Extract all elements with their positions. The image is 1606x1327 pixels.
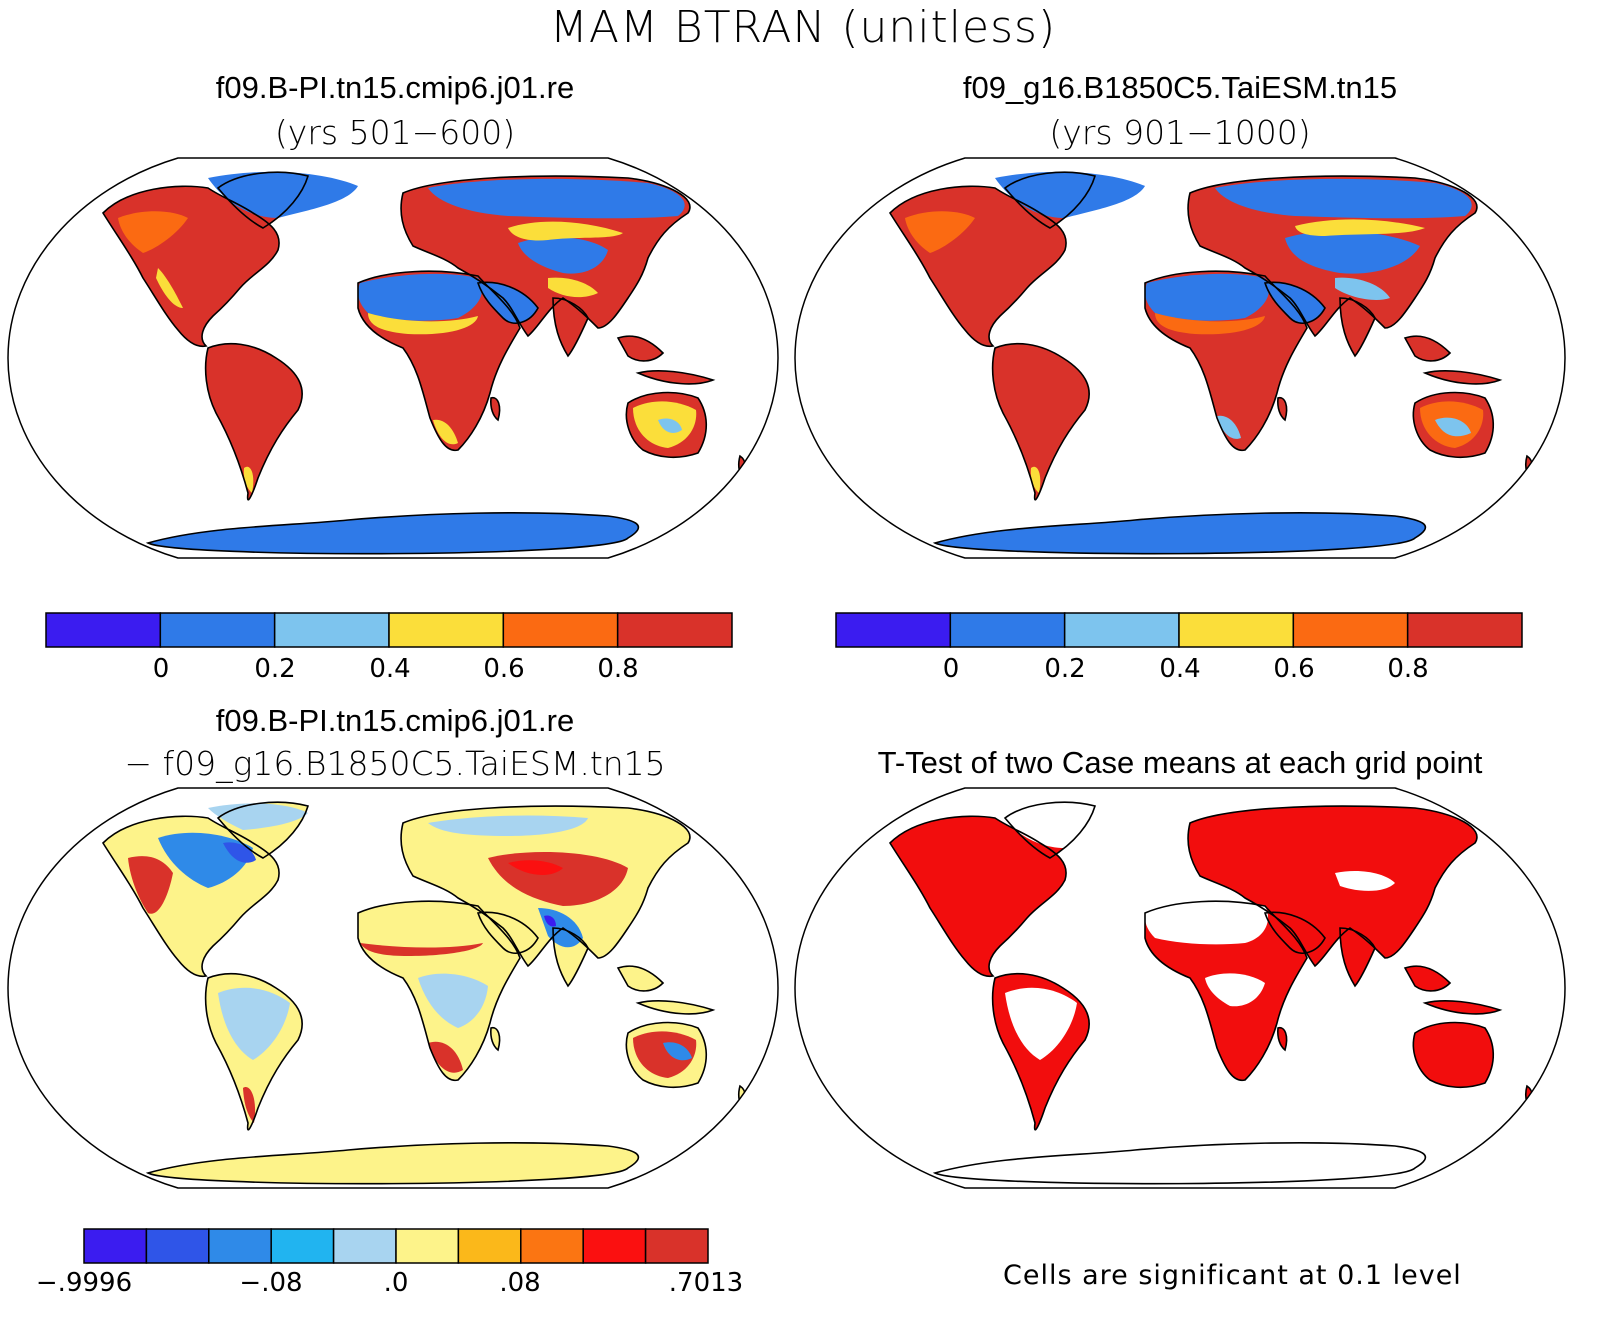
colorbar-bottom-left <box>83 1228 709 1264</box>
map-panel-bottom-left <box>7 787 779 1189</box>
bottom-left-title: f09.B-PI.tn15.cmip6.j01.re <box>215 703 575 738</box>
figure-title: MAM BTRAN (unitless) <box>549 2 1057 53</box>
colorbar-bottom-left-tick: −.9996 <box>35 1268 133 1298</box>
colorbar-swatch <box>332 1228 397 1264</box>
top-left-subtitle: (yrs 501−600) <box>274 113 516 152</box>
colorbar-top-left-tick: 0.8 <box>597 654 639 684</box>
colorbar-top-left-tick: 0 <box>152 654 170 684</box>
significance-note: Cells are significant at 0.1 level <box>1003 1260 1462 1291</box>
colorbar-swatch <box>457 1228 522 1264</box>
colorbar-top-right-tick: 0.4 <box>1159 654 1201 684</box>
colorbar-swatch <box>835 612 952 648</box>
colorbar-swatch <box>616 612 733 648</box>
colorbar-top-right-tick: 0.8 <box>1387 654 1429 684</box>
colorbar-swatch <box>1063 612 1180 648</box>
colorbar-bottom-left-tick: −.08 <box>239 1268 303 1298</box>
colorbar-bottom-left-tick: .7013 <box>668 1268 744 1298</box>
colorbar-swatch <box>270 1228 335 1264</box>
colorbar-swatch <box>159 612 276 648</box>
colorbar-top-right <box>835 612 1523 648</box>
map-panel-bottom-right <box>794 787 1566 1189</box>
map-panel-top-left <box>7 157 779 559</box>
colorbar-swatch <box>644 1228 709 1264</box>
colorbar-top-left-tick: 0.6 <box>483 654 525 684</box>
top-left-title: f09.B-PI.tn15.cmip6.j01.re <box>215 70 575 105</box>
colorbar-swatch <box>1406 612 1523 648</box>
colorbar-swatch <box>145 1228 210 1264</box>
colorbar-swatch <box>582 1228 647 1264</box>
top-right-title: f09_g16.B1850C5.TaiESM.tn15 <box>962 70 1398 105</box>
colorbar-swatch <box>45 612 162 648</box>
colorbar-bottom-left-tick: .0 <box>383 1268 409 1298</box>
colorbar-swatch <box>395 1228 460 1264</box>
colorbar-swatch <box>502 612 619 648</box>
colorbar-swatch <box>520 1228 584 1264</box>
colorbar-bottom-left-tick: .08 <box>499 1268 541 1298</box>
colorbar-top-left <box>45 612 733 648</box>
colorbar-swatch <box>208 1228 272 1264</box>
colorbar-swatch <box>949 612 1066 648</box>
colorbar-top-left-tick: 0.2 <box>254 654 296 684</box>
colorbar-top-right-tick: 0 <box>942 654 960 684</box>
bottom-left-subtitle: − f09_g16.B1850C5.TaiESM.tn15 <box>124 744 666 783</box>
colorbar-swatch <box>273 612 390 648</box>
colorbar-swatch <box>388 612 505 648</box>
colorbar-swatch <box>1292 612 1409 648</box>
top-right-subtitle: (yrs 901−1000) <box>1049 113 1311 152</box>
colorbar-swatch <box>83 1228 148 1264</box>
colorbar-top-right-tick: 0.6 <box>1273 654 1315 684</box>
colorbar-top-left-tick: 0.4 <box>369 654 411 684</box>
colorbar-swatch <box>1178 612 1295 648</box>
map-panel-top-right <box>794 157 1566 559</box>
colorbar-top-right-tick: 0.2 <box>1044 654 1086 684</box>
bottom-right-title: T-Test of two Case means at each grid po… <box>877 745 1483 780</box>
